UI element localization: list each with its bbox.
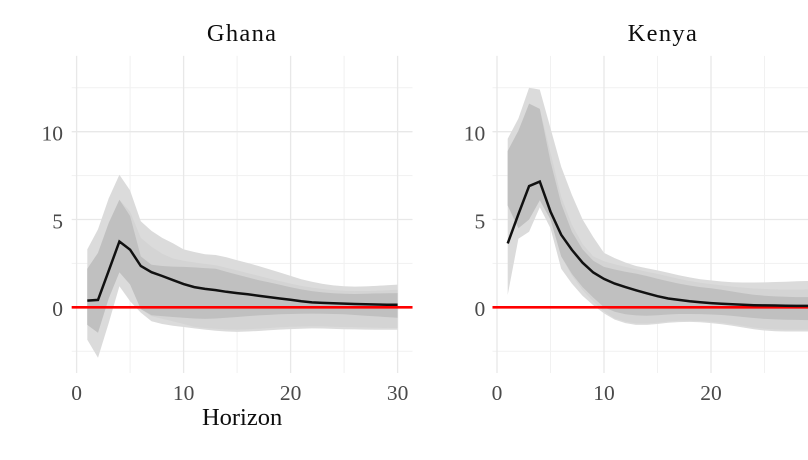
svg-text:Ghana: Ghana: [207, 20, 277, 47]
svg-text:5: 5: [475, 209, 486, 233]
svg-text:10: 10: [464, 122, 486, 146]
svg-text:20: 20: [700, 381, 722, 405]
svg-text:0: 0: [71, 381, 82, 405]
svg-text:5: 5: [52, 209, 63, 233]
svg-text:10: 10: [42, 122, 64, 146]
svg-text:10: 10: [173, 381, 195, 405]
svg-text:0: 0: [492, 381, 503, 405]
svg-text:0: 0: [475, 297, 486, 321]
svg-text:0: 0: [52, 297, 63, 321]
svg-text:10: 10: [593, 381, 615, 405]
svg-text:30: 30: [387, 381, 409, 405]
svg-text:Horizon: Horizon: [202, 404, 282, 431]
svg-text:Kenya: Kenya: [628, 20, 698, 47]
svg-text:20: 20: [280, 381, 302, 405]
